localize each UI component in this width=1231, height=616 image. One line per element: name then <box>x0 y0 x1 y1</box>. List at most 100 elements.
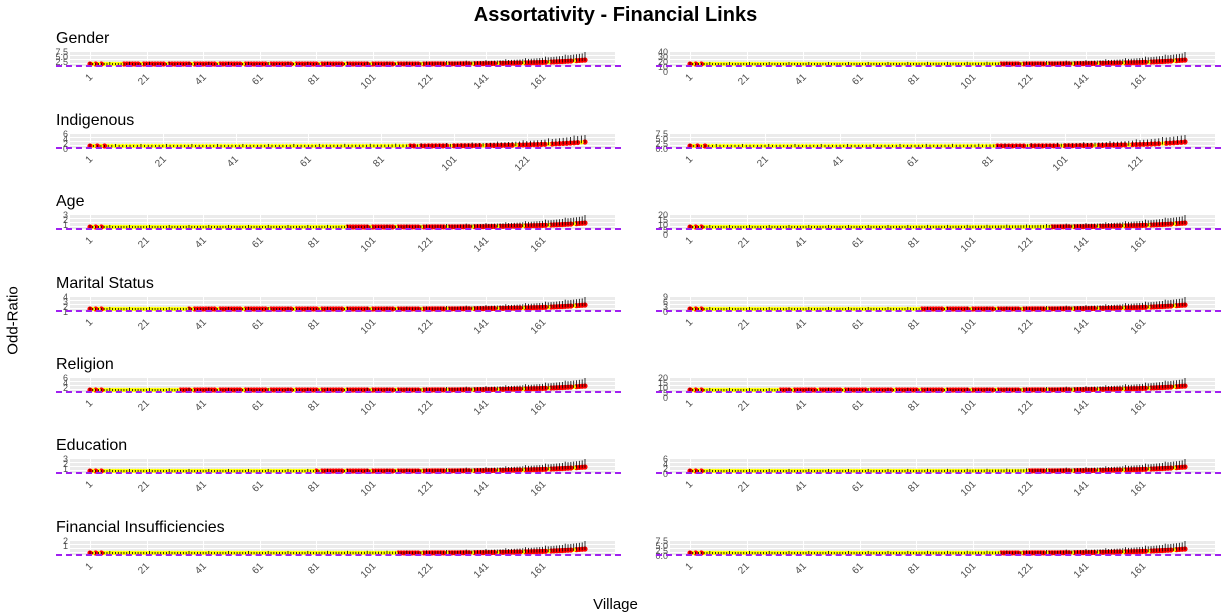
x-tick-label: 101 <box>959 398 979 418</box>
x-tick-label: 101 <box>359 561 379 581</box>
gridline <box>70 218 615 219</box>
gridline <box>203 541 205 555</box>
gridline <box>259 541 261 555</box>
gridline <box>670 466 1215 467</box>
y-tick-label: 3 <box>62 210 68 220</box>
scatter-series <box>687 378 1188 393</box>
gridline <box>859 459 861 473</box>
y-tick-label: 2 <box>62 215 68 225</box>
x-tick-labels: 1 21 41 61 81 101 121 141 161 <box>70 477 615 499</box>
x-tick-label: 141 <box>1072 317 1092 337</box>
x-tick-label: 61 <box>849 561 866 577</box>
gridline <box>259 459 261 473</box>
x-tick-label: 61 <box>249 561 266 577</box>
plot-area <box>656 459 1221 474</box>
gridline <box>70 137 615 138</box>
y-tick-label: 7.5 <box>655 536 668 546</box>
gridline <box>859 297 861 311</box>
reference-line <box>56 65 621 67</box>
scatter-series <box>87 541 588 556</box>
reference-line <box>656 147 1221 149</box>
x-tick-label: 61 <box>849 235 866 251</box>
y-tick-label: 0 <box>662 230 668 240</box>
facet-panel: 9 6 3 0 1 21 41 61 81 101 121 141 161 <box>646 275 1226 355</box>
gridline <box>70 544 615 545</box>
x-tick-label: 101 <box>359 72 379 92</box>
gridline <box>670 59 1215 60</box>
x-tick-label: 141 <box>472 235 492 255</box>
x-tick-labels: 1 21 41 61 81 101 121 141 161 <box>670 477 1215 499</box>
x-tick-label: 41 <box>830 154 846 170</box>
gridline <box>670 137 1215 138</box>
x-tick-label: 61 <box>298 154 315 170</box>
y-tick-label: 3 <box>62 454 68 464</box>
facet-panel: 6 4 2 0 1 21 41 61 81 101 121 141 161 <box>646 437 1226 517</box>
gridline <box>316 52 318 66</box>
x-tick-label: 121 <box>415 561 436 581</box>
x-tick-label: 81 <box>906 235 923 251</box>
x-tick-label: 121 <box>1015 72 1036 92</box>
gridline <box>670 55 1215 56</box>
gridline <box>1140 134 1141 148</box>
gridline <box>840 134 841 148</box>
gridline <box>1029 541 1031 555</box>
gridline <box>316 459 318 473</box>
x-tick-label: 141 <box>472 317 492 337</box>
plot-area <box>656 297 1221 312</box>
gridline <box>90 52 91 66</box>
x-tick-label: 81 <box>371 154 387 170</box>
gridline <box>1142 297 1144 311</box>
x-tick-label: 21 <box>736 235 753 251</box>
gridline <box>90 459 91 473</box>
x-tick-label: 141 <box>1072 72 1092 92</box>
reference-line <box>56 391 621 393</box>
gridline <box>308 134 310 148</box>
y-tick-label: 4 <box>62 292 68 302</box>
facet-panel: 20 15 10 5 0 1 21 41 61 81 101 121 141 161 <box>646 193 1226 273</box>
x-tick-label: 61 <box>905 154 921 170</box>
x-tick-label: 161 <box>528 479 549 499</box>
facet-panel: Education 3 2 1 1 21 41 61 81 101 121 141 161 <box>46 437 626 517</box>
panel-title: Indigenous <box>56 112 135 129</box>
x-tick-labels: 1 21 41 61 81 101 121 <box>70 152 615 174</box>
x-tick-label: 101 <box>359 479 379 499</box>
x-tick-labels: 1 21 41 61 81 101 121 141 161 <box>670 315 1215 337</box>
x-tick-label: 81 <box>980 154 996 170</box>
x-tick-label: 1 <box>84 72 96 84</box>
gridline <box>372 52 374 66</box>
plot-area <box>56 215 621 230</box>
gridline <box>670 462 1215 463</box>
gridline <box>859 52 861 66</box>
gridline <box>972 378 974 392</box>
y-tick-label: 15 <box>657 378 668 388</box>
gridline <box>203 297 205 311</box>
gridline <box>803 215 805 229</box>
y-tick-label: 1 <box>62 307 68 317</box>
x-tick-label: 81 <box>906 561 923 577</box>
gridline <box>259 215 261 229</box>
gridline <box>70 222 615 223</box>
gridline <box>972 459 974 473</box>
gridline <box>542 215 544 229</box>
x-tick-label: 21 <box>136 72 153 88</box>
gridline <box>1029 52 1031 66</box>
y-tick-label: 6 <box>662 454 668 464</box>
gridline <box>316 215 318 229</box>
x-tick-label: 41 <box>193 72 209 88</box>
facet-panel: Financial Insufficiencies 2 1 1 21 41 61 81 101 1… <box>46 519 626 599</box>
gridline <box>372 541 374 555</box>
gridline <box>259 378 261 392</box>
gridline <box>203 459 205 473</box>
gridline <box>690 459 691 473</box>
x-tick-label: 1 <box>84 398 96 410</box>
y-tick-label: 2 <box>62 459 68 469</box>
panel-title: Financial Insufficiencies <box>56 519 225 536</box>
gridline <box>670 222 1215 223</box>
gridline <box>70 385 615 386</box>
x-tick-label: 161 <box>1128 317 1149 337</box>
x-tick-label: 121 <box>512 154 533 174</box>
gridline <box>203 378 205 392</box>
panel-title: Gender <box>56 30 110 47</box>
